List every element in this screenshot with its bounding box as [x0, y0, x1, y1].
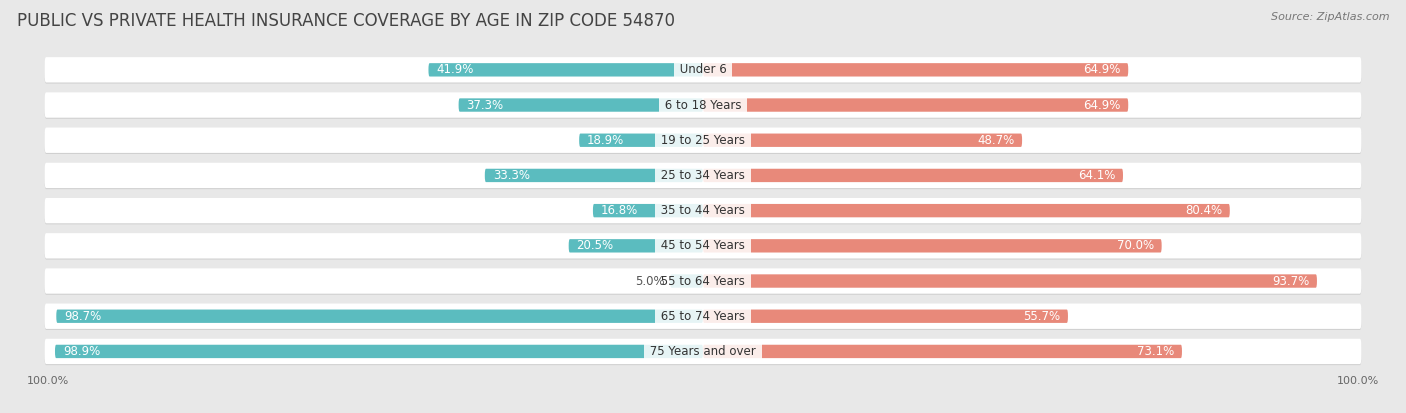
- Text: 45 to 54 Years: 45 to 54 Years: [657, 239, 749, 252]
- Text: PUBLIC VS PRIVATE HEALTH INSURANCE COVERAGE BY AGE IN ZIP CODE 54870: PUBLIC VS PRIVATE HEALTH INSURANCE COVER…: [17, 12, 675, 31]
- FancyBboxPatch shape: [703, 274, 1317, 288]
- Text: Under 6: Under 6: [676, 63, 730, 76]
- Text: 64.1%: 64.1%: [1078, 169, 1115, 182]
- FancyBboxPatch shape: [45, 198, 1361, 223]
- FancyBboxPatch shape: [45, 305, 1361, 330]
- Text: 25 to 34 Years: 25 to 34 Years: [657, 169, 749, 182]
- Text: 19 to 25 Years: 19 to 25 Years: [657, 134, 749, 147]
- FancyBboxPatch shape: [45, 304, 1361, 329]
- Text: 18.9%: 18.9%: [588, 134, 624, 147]
- FancyBboxPatch shape: [458, 98, 703, 112]
- FancyBboxPatch shape: [485, 169, 703, 182]
- FancyBboxPatch shape: [703, 98, 1128, 112]
- Text: 55.7%: 55.7%: [1024, 310, 1060, 323]
- FancyBboxPatch shape: [568, 239, 703, 252]
- FancyBboxPatch shape: [703, 169, 1123, 182]
- FancyBboxPatch shape: [45, 57, 1361, 83]
- Text: 80.4%: 80.4%: [1185, 204, 1222, 217]
- Text: Source: ZipAtlas.com: Source: ZipAtlas.com: [1271, 12, 1389, 22]
- FancyBboxPatch shape: [703, 309, 1069, 323]
- FancyBboxPatch shape: [579, 133, 703, 147]
- FancyBboxPatch shape: [703, 204, 1230, 217]
- Text: 65 to 74 Years: 65 to 74 Years: [657, 310, 749, 323]
- Text: 75 Years and over: 75 Years and over: [647, 345, 759, 358]
- FancyBboxPatch shape: [45, 93, 1361, 119]
- FancyBboxPatch shape: [45, 199, 1361, 224]
- FancyBboxPatch shape: [671, 274, 703, 288]
- FancyBboxPatch shape: [45, 268, 1361, 294]
- FancyBboxPatch shape: [703, 63, 1128, 76]
- Text: 5.0%: 5.0%: [636, 275, 665, 287]
- Text: 98.7%: 98.7%: [65, 310, 101, 323]
- Text: 33.3%: 33.3%: [492, 169, 530, 182]
- Text: 93.7%: 93.7%: [1272, 275, 1309, 287]
- FancyBboxPatch shape: [45, 163, 1361, 188]
- FancyBboxPatch shape: [703, 239, 1161, 252]
- FancyBboxPatch shape: [429, 63, 703, 76]
- FancyBboxPatch shape: [45, 93, 1361, 118]
- FancyBboxPatch shape: [56, 309, 703, 323]
- FancyBboxPatch shape: [45, 164, 1361, 189]
- FancyBboxPatch shape: [55, 345, 703, 358]
- Text: 48.7%: 48.7%: [977, 134, 1014, 147]
- Text: 64.9%: 64.9%: [1083, 99, 1121, 112]
- Text: 98.9%: 98.9%: [63, 345, 100, 358]
- FancyBboxPatch shape: [45, 340, 1361, 365]
- FancyBboxPatch shape: [45, 58, 1361, 83]
- FancyBboxPatch shape: [45, 128, 1361, 154]
- Text: 70.0%: 70.0%: [1116, 239, 1154, 252]
- Text: 16.8%: 16.8%: [600, 204, 638, 217]
- Text: 41.9%: 41.9%: [436, 63, 474, 76]
- Text: 37.3%: 37.3%: [467, 99, 503, 112]
- FancyBboxPatch shape: [703, 345, 1182, 358]
- FancyBboxPatch shape: [45, 233, 1361, 259]
- FancyBboxPatch shape: [45, 339, 1361, 364]
- FancyBboxPatch shape: [45, 234, 1361, 259]
- FancyBboxPatch shape: [593, 204, 703, 217]
- Text: 20.5%: 20.5%: [576, 239, 613, 252]
- Text: 6 to 18 Years: 6 to 18 Years: [661, 99, 745, 112]
- FancyBboxPatch shape: [45, 128, 1361, 153]
- FancyBboxPatch shape: [45, 269, 1361, 295]
- Text: 55 to 64 Years: 55 to 64 Years: [657, 275, 749, 287]
- FancyBboxPatch shape: [703, 133, 1022, 147]
- Text: 73.1%: 73.1%: [1137, 345, 1174, 358]
- Text: 64.9%: 64.9%: [1083, 63, 1121, 76]
- Text: 35 to 44 Years: 35 to 44 Years: [657, 204, 749, 217]
